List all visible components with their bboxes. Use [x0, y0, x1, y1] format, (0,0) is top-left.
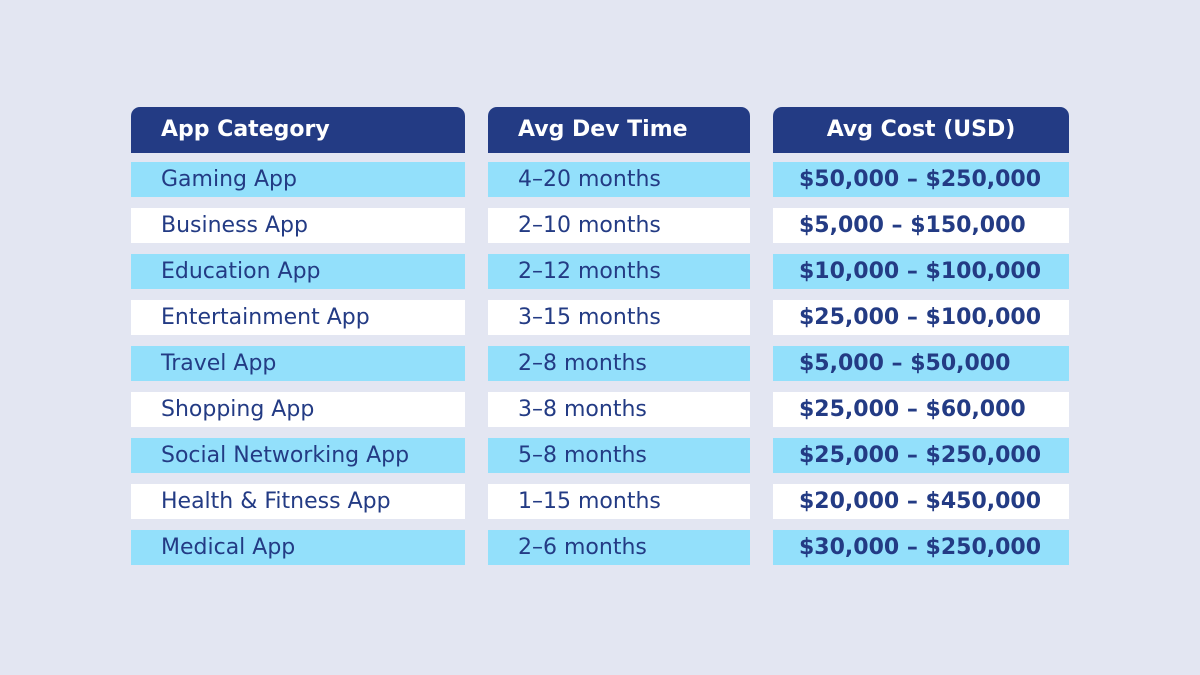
cell-category: Shopping App	[131, 392, 465, 427]
column-rows: Gaming App Business App Education App En…	[131, 162, 465, 565]
cell-category: Medical App	[131, 530, 465, 565]
header-avg-dev-time: Avg Dev Time	[488, 107, 750, 153]
cell-dev-time: 1–15 months	[488, 484, 750, 519]
cell-dev-time: 3–15 months	[488, 300, 750, 335]
cell-dev-time: 2–10 months	[488, 208, 750, 243]
cell-dev-time: 2–8 months	[488, 346, 750, 381]
column-rows: $50,000 – $250,000 $5,000 – $150,000 $10…	[773, 162, 1069, 565]
column-avg-dev-time: Avg Dev Time 4–20 months 2–10 months 2–1…	[488, 107, 750, 576]
cell-dev-time: 3–8 months	[488, 392, 750, 427]
cell-cost: $25,000 – $60,000	[773, 392, 1069, 427]
column-avg-cost: Avg Cost (USD) $50,000 – $250,000 $5,000…	[773, 107, 1069, 576]
cell-dev-time: 2–6 months	[488, 530, 750, 565]
cell-category: Gaming App	[131, 162, 465, 197]
cell-cost: $30,000 – $250,000	[773, 530, 1069, 565]
cell-cost: $10,000 – $100,000	[773, 254, 1069, 289]
cell-cost: $20,000 – $450,000	[773, 484, 1069, 519]
cell-category: Social Networking App	[131, 438, 465, 473]
column-rows: 4–20 months 2–10 months 2–12 months 3–15…	[488, 162, 750, 565]
column-app-category: App Category Gaming App Business App Edu…	[131, 107, 465, 576]
header-avg-cost: Avg Cost (USD)	[773, 107, 1069, 153]
cell-dev-time: 5–8 months	[488, 438, 750, 473]
cell-cost: $25,000 – $100,000	[773, 300, 1069, 335]
cell-cost: $5,000 – $150,000	[773, 208, 1069, 243]
cell-cost: $50,000 – $250,000	[773, 162, 1069, 197]
cell-dev-time: 2–12 months	[488, 254, 750, 289]
cell-category: Travel App	[131, 346, 465, 381]
header-app-category: App Category	[131, 107, 465, 153]
cell-category: Business App	[131, 208, 465, 243]
cell-cost: $5,000 – $50,000	[773, 346, 1069, 381]
cell-dev-time: 4–20 months	[488, 162, 750, 197]
cell-category: Health & Fitness App	[131, 484, 465, 519]
cell-cost: $25,000 – $250,000	[773, 438, 1069, 473]
cell-category: Entertainment App	[131, 300, 465, 335]
cell-category: Education App	[131, 254, 465, 289]
